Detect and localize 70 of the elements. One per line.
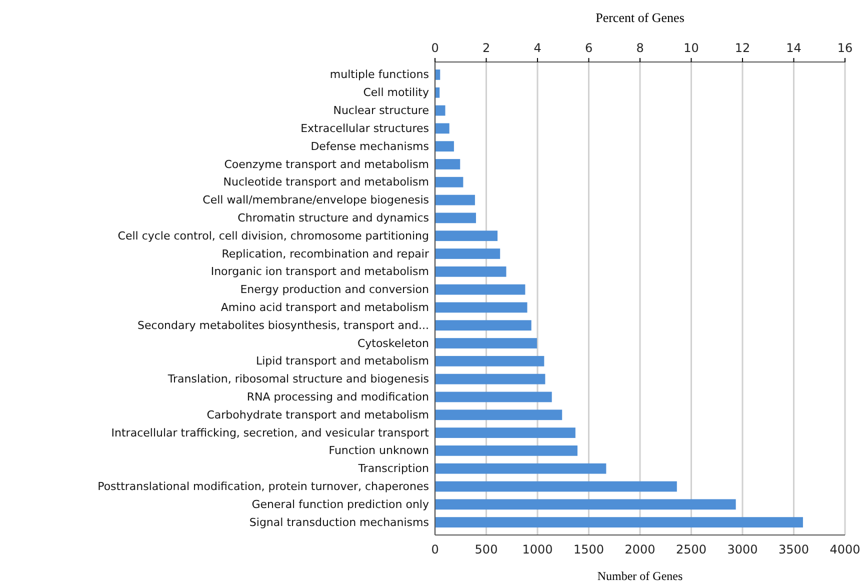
x-tick-label: 1500 — [573, 542, 604, 557]
bar — [435, 141, 454, 152]
bar — [435, 159, 460, 170]
y-tick-label: General function prediction only — [252, 498, 430, 511]
y-tick-label: Defense mechanisms — [310, 140, 430, 153]
x2-axis-title: Percent of Genes — [596, 10, 684, 25]
y-tick-label: Extracellular structures — [300, 122, 430, 135]
bar — [435, 284, 526, 295]
y-tick-label: Intracellular trafficking, secretion, and vesicular transport — [111, 426, 430, 440]
bar — [435, 392, 552, 402]
bar — [435, 463, 606, 474]
y-tick-label: multiple functions — [330, 68, 430, 82]
bar — [435, 320, 532, 331]
x-tick-label: 3500 — [778, 542, 810, 557]
y-tick-label: Inorganic ion transport and metabolism — [210, 265, 429, 278]
bar — [435, 248, 500, 259]
y-tick-label: Coenzyme transport and metabolism — [224, 158, 429, 171]
y-tick-label: Signal transduction mechanisms — [249, 516, 430, 529]
y-tick-label: Energy production and conversion — [240, 283, 430, 296]
bar — [435, 374, 546, 384]
bar — [435, 230, 498, 242]
x2-tick-label: 14 — [786, 41, 802, 55]
bar — [435, 176, 464, 188]
bar — [435, 266, 506, 277]
x2-tick-label: 8 — [636, 41, 644, 55]
bar — [435, 428, 576, 438]
bar — [435, 445, 578, 456]
y-tick-label: Nucleotide transport and metabolism — [223, 176, 429, 189]
x2-tick-label: 12 — [734, 41, 750, 55]
y-tick-label: Lipid transport and metabolism — [256, 354, 429, 368]
y-tick-label: Amino acid transport and metabolism — [220, 300, 429, 314]
y-tick-label: Cell motility — [363, 86, 430, 100]
bar — [435, 517, 803, 528]
y-tick-label: Transcription — [357, 462, 430, 476]
bar — [435, 338, 537, 348]
bar — [435, 481, 677, 492]
x-tick-label: 500 — [474, 542, 498, 557]
bar — [435, 356, 544, 366]
x2-tick-label: 2 — [482, 41, 490, 55]
bar — [435, 194, 475, 206]
y-tick-label: Replication, recombination and repair — [222, 247, 430, 260]
x-tick-label: 0 — [431, 542, 439, 557]
x2-tick-label: 6 — [584, 41, 593, 55]
y-tick-label: Nuclear structure — [333, 104, 430, 118]
y-tick-label: Cytoskeleton — [357, 336, 430, 350]
y-tick-label: Cell cycle control, cell division, chromosome partitioning — [118, 229, 429, 242]
x2-tick-label: 0 — [431, 41, 439, 55]
y-tick-label: Chromatin structure and dynamics — [238, 211, 430, 224]
y-tick-label: Posttranslational modification, protein turnover, chaperones — [98, 480, 430, 494]
y-tick-label: Secondary metabolites biosynthesis, transport and... — [138, 318, 429, 332]
y-tick-label: Translation, ribosomal structure and biogenesis — [166, 372, 430, 386]
x2-tick-label: 4 — [534, 41, 542, 55]
x2-tick-label: 10 — [684, 41, 699, 55]
bar — [435, 410, 562, 420]
bar — [435, 212, 476, 224]
x-tick-label: 3000 — [727, 542, 758, 557]
bar — [435, 123, 450, 134]
y-tick-label: Cell wall/membrane/envelope biogenesis — [202, 194, 430, 207]
x-axis-title: Number of Genes — [597, 569, 683, 583]
x-tick-label: 1000 — [522, 542, 553, 557]
bar — [435, 499, 736, 510]
x-tick-label: 2000 — [624, 542, 656, 557]
y-tick-label: RNA processing and modification — [246, 390, 430, 404]
bar — [435, 302, 528, 313]
x2-tick-label: 16 — [837, 41, 853, 55]
y-tick-label: Function unknown — [328, 444, 430, 458]
x-tick-label: 2500 — [676, 542, 707, 557]
y-tick-label: Carbohydrate transport and metabolism — [206, 408, 429, 422]
x-tick-label: 4000 — [830, 542, 860, 557]
bar — [435, 105, 446, 116]
